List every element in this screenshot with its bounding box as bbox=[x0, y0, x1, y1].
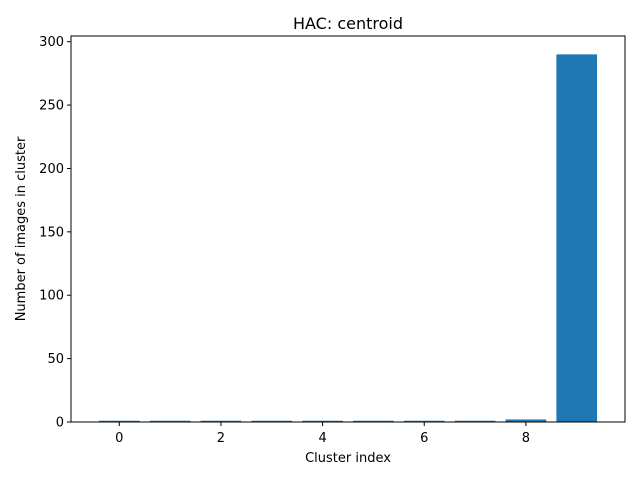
bars-group bbox=[98, 54, 598, 422]
x-tick-label: 6 bbox=[420, 431, 428, 446]
chart-title: HAC: centroid bbox=[293, 14, 403, 33]
x-tick-label: 8 bbox=[522, 431, 530, 446]
bar-cluster-4 bbox=[302, 420, 343, 422]
y-tick-label: 0 bbox=[56, 416, 64, 431]
y-axis-ticks: 0 50 100 150 200 250 300 bbox=[39, 35, 71, 431]
bar-cluster-7 bbox=[454, 420, 496, 422]
y-tick-label: 250 bbox=[39, 99, 64, 114]
y-tick-label: 100 bbox=[39, 289, 64, 304]
bar-cluster-5 bbox=[353, 420, 394, 422]
bar-cluster-9 bbox=[556, 54, 598, 422]
y-tick-label: 50 bbox=[47, 352, 64, 367]
bar-cluster-0 bbox=[98, 420, 140, 422]
bar-cluster-2 bbox=[200, 420, 242, 422]
x-axis-label: Cluster index bbox=[305, 451, 391, 466]
plot-area-frame bbox=[70, 35, 626, 423]
bar-cluster-6 bbox=[403, 420, 445, 422]
bar-cluster-1 bbox=[149, 420, 191, 422]
y-tick-label: 300 bbox=[39, 35, 64, 50]
bar-cluster-3 bbox=[251, 420, 293, 422]
x-axis-ticks: 0 2 4 6 8 bbox=[115, 422, 530, 446]
x-tick-label: 2 bbox=[217, 431, 225, 446]
y-tick-label: 150 bbox=[39, 225, 64, 240]
y-tick-label: 200 bbox=[39, 162, 64, 177]
bar-cluster-8 bbox=[505, 419, 547, 422]
y-axis-label: Number of images in cluster bbox=[14, 136, 29, 321]
x-tick-label: 4 bbox=[318, 431, 326, 446]
x-tick-label: 0 bbox=[115, 431, 123, 446]
